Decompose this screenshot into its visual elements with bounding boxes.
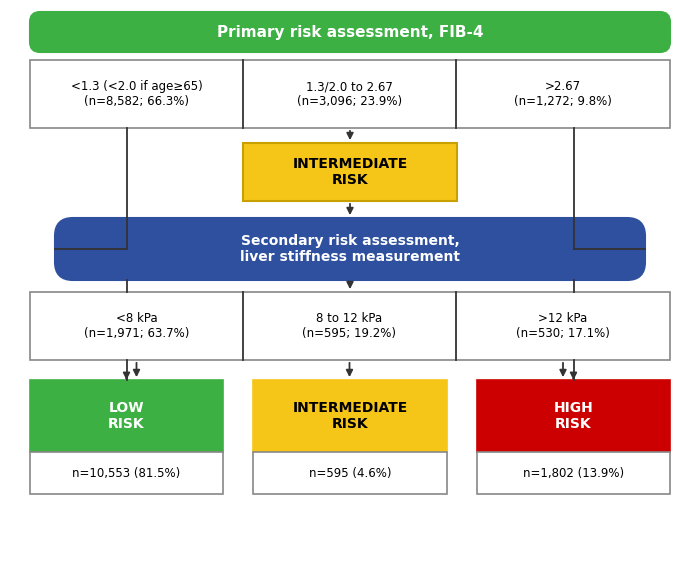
Text: INTERMEDIATE
RISK: INTERMEDIATE RISK: [293, 157, 407, 187]
Bar: [477, 452, 670, 494]
Text: Primary risk assessment, FIB-4: Primary risk assessment, FIB-4: [217, 25, 483, 39]
Text: >12 kPa
(n=530; 17.1%): >12 kPa (n=530; 17.1%): [516, 312, 610, 340]
Bar: [30, 60, 670, 128]
Bar: [30, 380, 223, 452]
Text: 8 to 12 kPa
(n=595; 19.2%): 8 to 12 kPa (n=595; 19.2%): [302, 312, 396, 340]
Bar: [30, 452, 223, 494]
Bar: [243, 143, 457, 201]
Text: LOW
RISK: LOW RISK: [108, 401, 145, 431]
Text: >2.67
(n=1,272; 9.8%): >2.67 (n=1,272; 9.8%): [514, 80, 612, 108]
Text: HIGH
RISK: HIGH RISK: [554, 401, 594, 431]
Text: <1.3 (<2.0 if age≥65)
(n=8,582; 66.3%): <1.3 (<2.0 if age≥65) (n=8,582; 66.3%): [71, 80, 202, 108]
Bar: [253, 380, 447, 452]
Text: INTERMEDIATE
RISK: INTERMEDIATE RISK: [293, 401, 407, 431]
Text: Secondary risk assessment,
liver stiffness measurement: Secondary risk assessment, liver stiffne…: [240, 234, 460, 264]
Text: <8 kPa
(n=1,971; 63.7%): <8 kPa (n=1,971; 63.7%): [84, 312, 189, 340]
Text: n=10,553 (81.5%): n=10,553 (81.5%): [72, 467, 181, 480]
Bar: [30, 292, 670, 360]
FancyBboxPatch shape: [55, 218, 645, 280]
Text: n=1,802 (13.9%): n=1,802 (13.9%): [523, 467, 624, 480]
FancyBboxPatch shape: [30, 12, 670, 52]
Text: n=595 (4.6%): n=595 (4.6%): [309, 467, 391, 480]
Bar: [477, 380, 670, 452]
Text: 1.3/2.0 to 2.67
(n=3,096; 23.9%): 1.3/2.0 to 2.67 (n=3,096; 23.9%): [297, 80, 402, 108]
Bar: [253, 452, 447, 494]
